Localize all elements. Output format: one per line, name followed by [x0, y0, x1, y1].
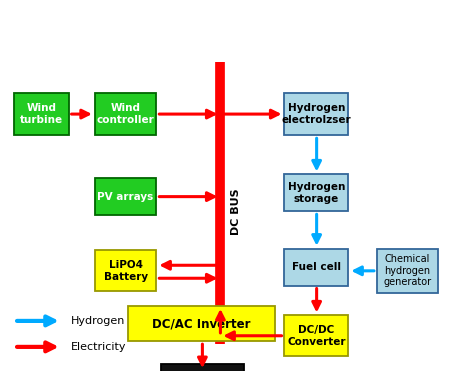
Text: Hydrogen: Hydrogen: [71, 316, 126, 326]
FancyBboxPatch shape: [95, 93, 156, 135]
Text: DC/AC Inverter: DC/AC Inverter: [152, 317, 251, 330]
FancyBboxPatch shape: [377, 249, 438, 293]
FancyBboxPatch shape: [95, 178, 156, 215]
Text: DC/DC
Converter: DC/DC Converter: [287, 325, 346, 347]
FancyBboxPatch shape: [284, 315, 348, 356]
Text: DC BUS: DC BUS: [231, 188, 241, 235]
Text: Hydrogen
storage: Hydrogen storage: [288, 182, 345, 204]
FancyBboxPatch shape: [14, 93, 69, 135]
Text: Hydrogen
electrolzser: Hydrogen electrolzser: [282, 103, 351, 125]
FancyBboxPatch shape: [284, 249, 348, 286]
FancyBboxPatch shape: [284, 174, 348, 211]
FancyBboxPatch shape: [128, 306, 275, 341]
Text: Fuel cell: Fuel cell: [292, 262, 341, 272]
Text: Chemical
hydrogen
generator: Chemical hydrogen generator: [383, 254, 432, 288]
FancyBboxPatch shape: [161, 364, 244, 371]
Text: Wind
controller: Wind controller: [97, 103, 155, 125]
FancyBboxPatch shape: [284, 93, 348, 135]
FancyBboxPatch shape: [95, 250, 156, 291]
Text: Wind
turbine: Wind turbine: [20, 103, 63, 125]
Text: PV arrays: PV arrays: [98, 192, 154, 201]
Text: LiPO4
Battery: LiPO4 Battery: [103, 260, 148, 282]
Text: Electricity: Electricity: [71, 342, 127, 352]
